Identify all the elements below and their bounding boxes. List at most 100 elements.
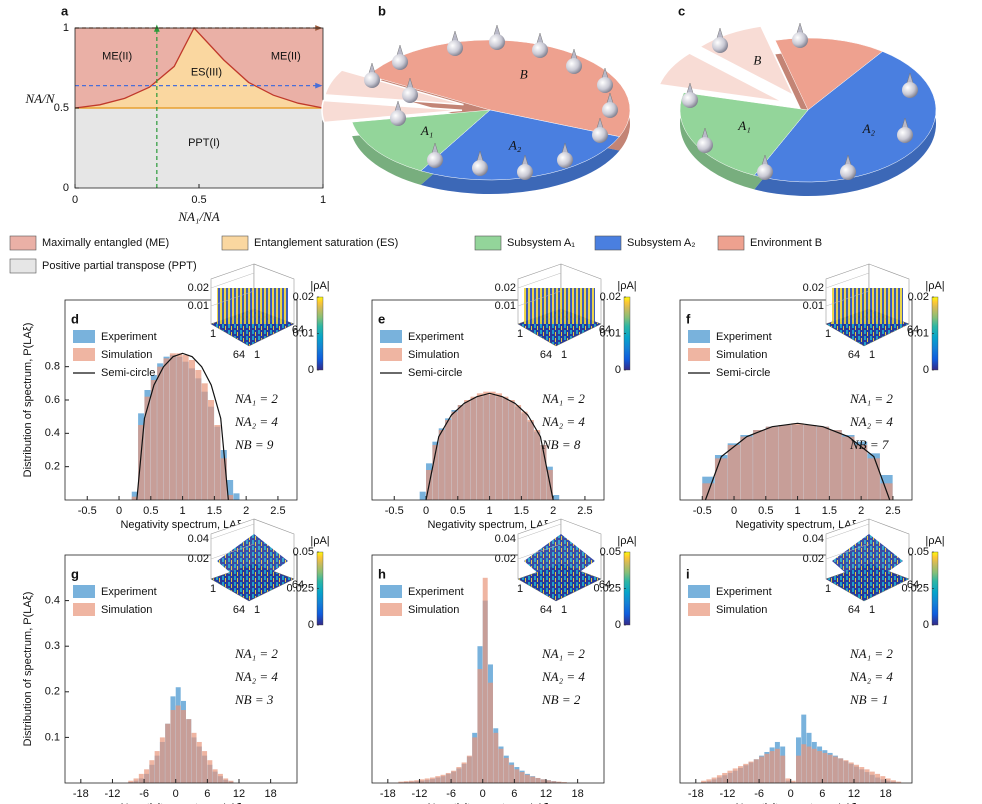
inset-z-label: 0.02 [803,282,824,294]
x-axis-label: Negativity spectrum, LAξ [735,519,856,531]
x-tick-label: 2 [550,505,556,517]
hist-bar [838,758,844,783]
legend-swatch [380,585,402,598]
hist-bar [530,776,536,783]
inset-edge-label: 64 [540,349,552,361]
inset-z-label: 0.02 [495,282,516,294]
x-axis-label: Negativity spectrum, LAξ [427,802,548,804]
hist-bar [765,426,779,500]
hist-bar [859,767,865,783]
annotation: NA₂ = 4 [234,414,278,429]
hist-bar [464,400,471,500]
x-tick-label: 0.5 [143,505,158,517]
x-tick-label: -12 [412,788,428,800]
hist-bar [867,458,880,500]
plot-frame [679,299,913,501]
annotation: NA₂ = 4 [234,669,278,684]
hist-bar [748,761,754,783]
inset-edge-label: 64 [907,324,919,336]
legend-label: Simulation [408,604,459,616]
panel-letter: h [378,566,386,581]
semicircle-line [704,422,891,501]
y-tick-label: 0.5 [54,102,69,114]
spin-arrow [396,44,404,56]
hist-bar [207,760,213,783]
colorbar-tick-label: 0.05 [293,546,314,558]
hist-bar [438,430,445,500]
annotation: NA₁ = 2 [541,391,585,406]
region-label: ES(III) [191,67,222,79]
hist-bar [722,772,728,783]
legend-label: Simulation [408,349,459,361]
legend-swatch [221,235,249,251]
panel-letter: a [61,3,69,18]
region-ppt [75,108,323,188]
inset-edge-label: 1 [869,349,875,361]
spin-sphere [517,164,533,180]
inset-edge-label: 64 [848,604,860,616]
colorbar-tick-label: 0 [308,364,314,376]
inset-bars [832,534,903,589]
x-axis-label: NA₁/NA [177,209,219,224]
hist-bar [854,445,868,500]
x-tick-label: 1 [487,505,493,517]
x-tick-label: 1 [180,505,186,517]
hist-bar [778,425,791,500]
hist-bar [753,430,766,500]
inset-edge-label: 64 [599,579,611,591]
hist-bar [811,748,817,783]
hist-bar [896,781,902,783]
spin-arrow [716,27,724,39]
inset-grid [517,272,562,289]
hist-bar [764,753,770,783]
legend-swatch [380,330,402,343]
legend-swatch [688,585,710,598]
annotation: NA₁ = 2 [849,646,893,661]
hist-bar [806,746,812,783]
legend-label: Experiment [716,586,772,598]
spin-sphere [840,164,856,180]
spin-sphere [592,127,608,143]
panel-letter: c [678,3,685,18]
inset-grid [210,543,255,560]
colorbar-tick-label: 0.02 [600,291,621,303]
hist-bar [540,779,546,783]
hist-bar [714,458,728,500]
hist-bar [880,776,886,783]
legend-swatch [73,348,95,361]
legend-swatch [688,330,710,343]
semicircle-line [136,352,229,501]
hist-bar [131,491,138,500]
x-tick-label: -6 [446,788,456,800]
hist-bar [227,480,234,500]
hist-bar [816,426,830,500]
hist-bar [191,732,197,783]
legend-label: Experiment [408,586,464,598]
inset-bars [217,534,288,589]
colorbar-label: |ρA| [310,535,329,547]
inset-edge-label: 64 [540,604,552,616]
y-tick-label: 0.4 [45,427,60,439]
inset-grid [825,290,870,307]
legend-swatch [73,603,95,616]
region-label: ME(II) [102,51,132,63]
x-tick-label: 1.5 [822,505,837,517]
hist-bar [212,769,218,783]
legend-label: Semi-circle [101,367,155,379]
inset-edge-label: 1 [561,604,567,616]
hist-bar [195,370,202,500]
legend-label: Subsystem A₁ [507,237,575,249]
inset-z-label: 0.01 [188,300,209,312]
annotation: NB = 1 [849,692,888,707]
x-tick-label: 0 [480,788,486,800]
region-label: PPT(I) [188,137,220,149]
hist-bar [488,682,493,783]
hist-bar [832,756,838,783]
x-tick-label: -18 [380,788,396,800]
hist-bar [519,772,525,783]
inset-grid [825,543,870,560]
x-tick-label: -18 [688,788,704,800]
hist-bar [540,445,547,500]
inset-z-label: 0.04 [495,533,516,545]
spin-sphere [392,54,408,70]
